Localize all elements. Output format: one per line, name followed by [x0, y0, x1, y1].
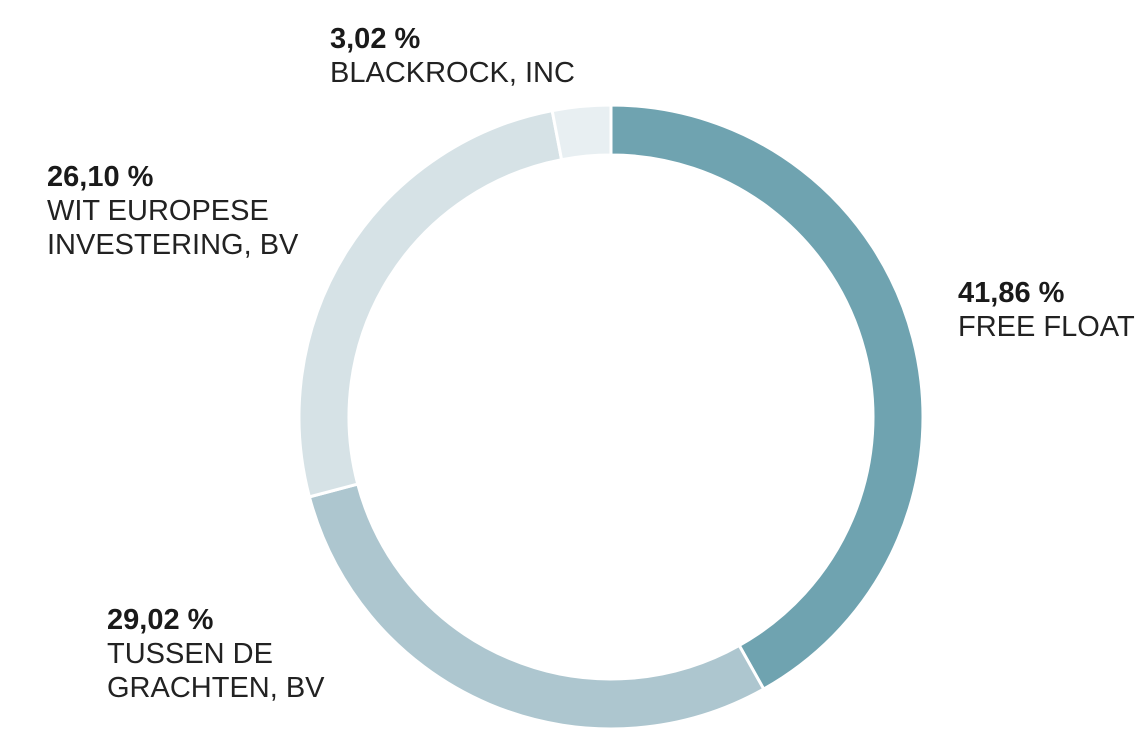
donut-slice [307, 482, 766, 729]
category-label: TUSSEN DE GRACHTEN, BV [107, 638, 325, 704]
category-label: WIT EUROPESE INVESTERING, BV [47, 195, 299, 261]
value-label: 3,02 % [330, 23, 421, 55]
category-label: BLACKROCK, INC [330, 57, 575, 89]
category-label: FREE FLOAT [958, 311, 1135, 343]
slice-label: 3,02 % BLACKROCK, INC [330, 22, 650, 90]
value-label: 41,86 % [958, 277, 1065, 309]
value-label: 29,02 % [107, 604, 214, 636]
value-label: 26,10 % [47, 161, 154, 193]
slice-label: 29,02 % TUSSEN DE GRACHTEN, BV [107, 603, 357, 705]
slice-label: 26,10 % WIT EUROPESE INVESTERING, BV [47, 160, 347, 262]
donut-slice [609, 103, 925, 692]
slice-label: 41,86 % FREE FLOAT [958, 276, 1143, 344]
donut-slice [550, 103, 613, 162]
